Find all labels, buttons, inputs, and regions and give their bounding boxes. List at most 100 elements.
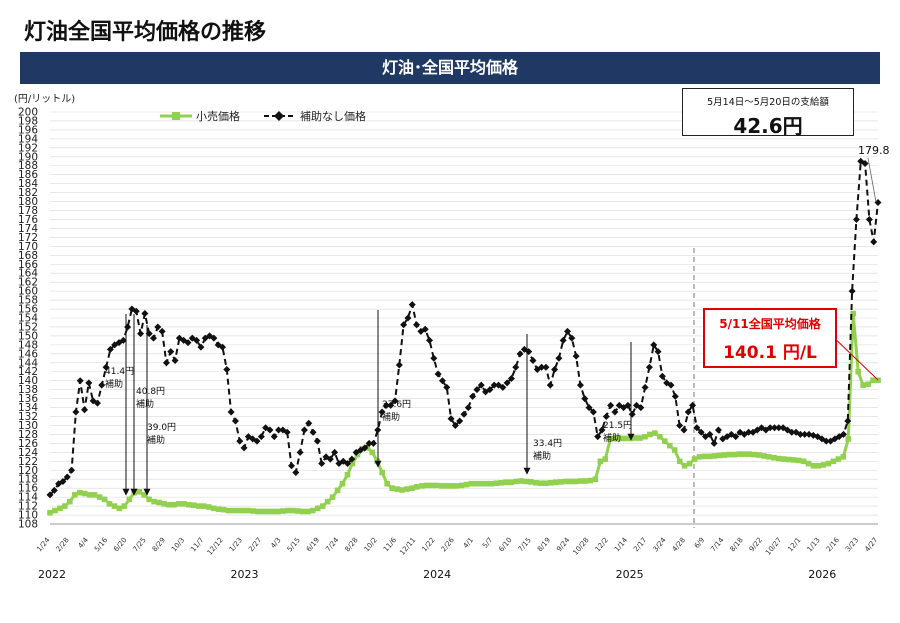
current-price-value: 140.1 円/L [723,343,817,363]
data-point [559,336,567,344]
data-point [666,442,673,449]
data-point [771,454,777,461]
data-point [628,410,636,418]
data-point [318,460,326,468]
data-point [716,452,723,459]
data-point [731,451,738,458]
data-point [285,507,291,514]
data-point [146,496,152,503]
subsidy-label: 補助 [147,434,165,446]
data-point [443,483,450,489]
data-point [334,487,341,494]
y-tick-label: 116 [18,483,38,495]
x-tick-label: 1/23 [228,536,244,553]
year-label: 2026 [808,568,836,581]
data-point [686,460,693,467]
data-point [865,215,873,223]
legend-nosub-marker [274,111,284,121]
y-tick-label: 118 [18,474,38,486]
data-point [597,458,604,465]
data-point [693,424,701,432]
data-point [825,460,832,467]
x-tick-label: 2/27 [247,536,263,553]
data-point [456,417,464,425]
y-tick-label: 154 [18,313,38,325]
data-point [642,433,648,440]
x-tick-label: 10/2 [363,536,379,553]
data-point [379,469,385,476]
data-point [62,503,68,509]
data-point [622,435,628,442]
data-point [260,508,266,515]
data-point [486,386,494,394]
data-point [250,508,257,514]
data-point [314,505,321,512]
data-point [91,492,98,498]
data-point [413,321,421,329]
data-point [741,451,747,457]
data-point [245,507,252,514]
data-point [76,489,83,496]
data-point [240,507,247,514]
data-point [499,383,507,391]
x-tick-label: 12/1 [786,536,802,553]
data-point [582,478,589,484]
data-point [697,428,705,436]
data-point [589,408,597,416]
y-tick-label: 132 [18,411,38,423]
data-point [488,480,495,487]
data-point [469,392,477,400]
data-point [141,492,148,498]
data-point [726,451,733,458]
data-point [193,336,201,344]
subsidy-payment-box: 5月14日～5月20日の支給額 42.6円 [682,88,854,138]
data-point [624,401,632,409]
y-tick-label: 148 [18,339,38,351]
data-point [167,348,175,356]
data-point [154,323,162,331]
data-point [751,451,757,458]
data-point [111,503,118,509]
data-point [59,477,67,485]
data-point [835,456,842,462]
data-point [176,501,182,507]
x-tick-label: 3/24 [651,536,668,554]
data-point [528,479,534,485]
data-point [235,507,242,514]
data-point [460,410,468,418]
data-point [227,408,235,416]
data-point [611,408,619,416]
subsidy-annotations: 41.4円補助40.8円補助39.0円補助37.6円補助33.4円補助21.5円… [105,144,890,496]
data-point [796,430,804,438]
data-point [116,505,123,512]
data-point [384,480,390,487]
data-point [230,507,237,514]
data-point [438,377,446,385]
data-point [473,480,480,487]
data-point [508,479,514,486]
y-tick-label: 122 [18,456,38,468]
data-point [516,350,524,358]
data-point [161,501,167,507]
x-tick-label: 8/29 [151,536,167,553]
data-point [151,498,157,505]
data-point [637,404,645,412]
x-tick-label: 7/15 [517,536,533,553]
data-point [156,499,162,506]
x-tick-label: 1/13 [806,536,822,553]
data-point [404,486,410,492]
data-point [378,408,386,416]
data-point [861,160,869,167]
x-tick-label: 1/14 [613,536,630,554]
y-tick-label: 134 [18,402,38,414]
data-point [529,357,537,365]
x-tick-label: 12/12 [206,536,225,557]
data-point [171,501,177,508]
data-point [822,437,830,445]
data-point [761,453,767,459]
data-point [331,448,339,456]
series-no-subsidy-price [46,157,882,499]
data-point [137,330,145,338]
data-point [676,421,684,429]
data-point [428,482,435,489]
